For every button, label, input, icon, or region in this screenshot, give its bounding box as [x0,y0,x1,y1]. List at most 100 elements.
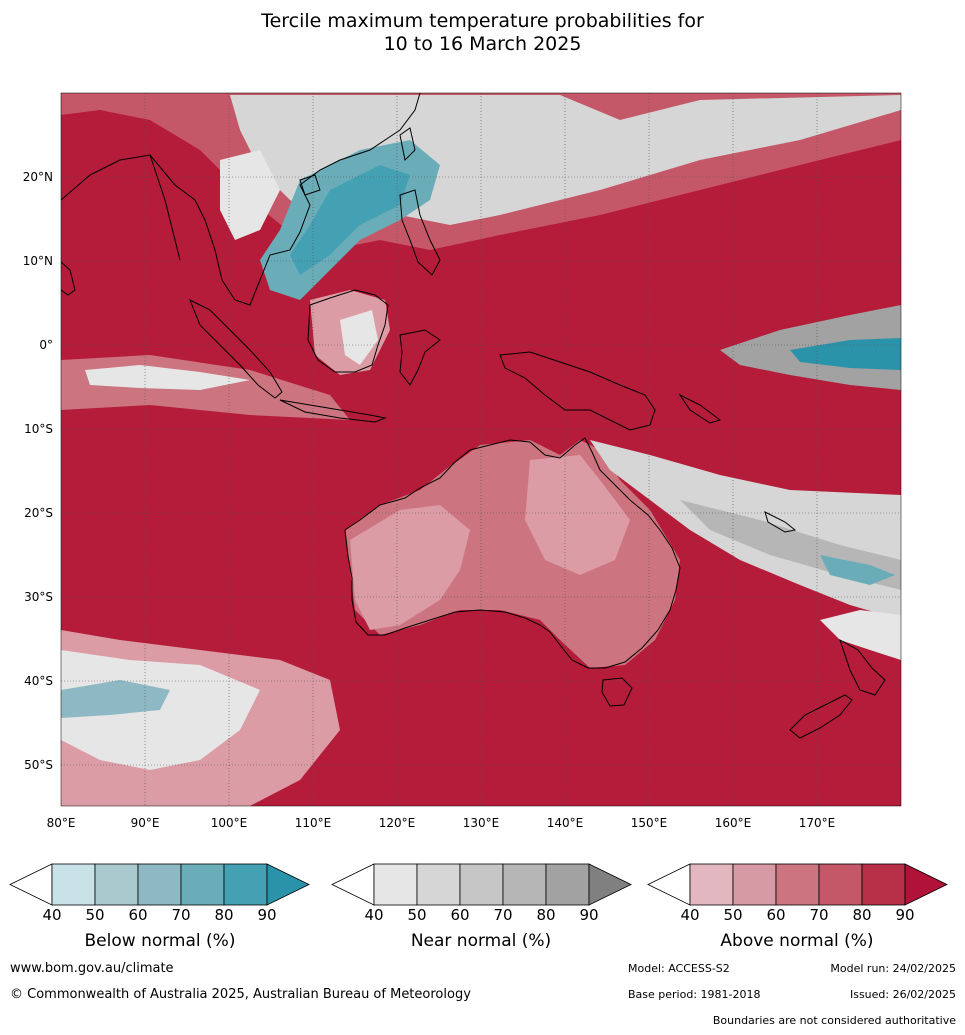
colorbar-low-extend [9,863,53,906]
coast-new-zealand-north [839,638,886,696]
near-normal-tasman [820,610,901,660]
lon-tick-label: 130°E [463,816,500,830]
near-normal-south-china-sea [220,150,280,240]
map-frame [60,92,902,807]
model-run-text: Model run: 24/02/2025 [830,962,956,975]
coast-new-guinea [499,351,656,431]
coast-sulawesi [399,329,441,386]
coast-sri-lanka [61,261,76,296]
colorbar-tick-label: 60 [450,906,470,924]
legend-label-above: Above normal (%) [720,931,874,951]
coast-sumatra [189,298,283,399]
legend-colorbars [9,863,948,906]
copyright-text: © Commonwealth of Australia 2025, Austra… [10,987,471,1002]
lon-tick-label: 90°E [131,816,160,830]
colorbar-high-extend [904,863,948,906]
coast-tasmania [601,677,633,707]
lon-tick-label: 160°E [715,816,752,830]
lat-tick-label: 40°S [24,674,53,688]
colorbar-segment [373,863,418,906]
colorbar-segment [818,863,863,906]
coast-taiwan [399,127,416,162]
forecast-map: 20°N 10°N 0° 10°S 20°S 30°S 40°S 50°S 80°E 90°E 1… [23,92,902,830]
colorbar-segment [416,863,461,906]
colorbar-tick-label: 50 [407,906,427,924]
below-normal-indochina-core [290,165,410,275]
lat-tick-label: 0° [39,338,53,352]
lon-tick-label: 150°E [631,816,668,830]
near-normal-indian-ocean [85,365,250,390]
colorbar-segment [459,863,504,906]
colorbar-high-extend [588,863,632,906]
colorbar-tick-label: 50 [85,906,105,924]
below-normal-cold-tongue [790,338,901,370]
colorbar-segment [861,863,906,906]
website-link[interactable]: www.bom.gov.au/climate [10,961,174,976]
colorbar-tick-label: 60 [128,906,148,924]
legend-label-below: Below normal (%) [84,931,236,951]
colorbar-segment [51,863,96,906]
coastlines [61,93,886,739]
model-text: Model: ACCESS-S2 [628,962,730,975]
coast-philippines [399,189,441,276]
coast-hainan [299,174,321,196]
colorbar-tick-label: 70 [809,906,829,924]
colorbar-tick-label: 40 [680,906,700,924]
colorbar-tick-label: 80 [214,906,234,924]
near-normal-borneo [340,310,378,365]
lon-tick-label: 110°E [295,816,332,830]
colorbar-tick-label: 50 [723,906,743,924]
title-line-1: Tercile maximum temperature probabilitie… [261,10,704,32]
colorbar-tick-label: 70 [171,906,191,924]
colorbar-segment [545,863,590,906]
map-field [61,93,901,806]
below-normal-pacific [820,555,895,585]
colorbar-tick-label: 90 [257,906,277,924]
colorbar-segment [502,863,547,906]
colorbar-tick-label: 80 [852,906,872,924]
chart-title: Tercile maximum temperature probabilitie… [0,10,965,56]
legend-label-near: Near normal (%) [410,931,552,951]
base-period-text: Base period: 1981-2018 [628,988,761,1001]
colorbar-low-extend [331,863,375,906]
lon-tick-label: 120°E [379,816,416,830]
colorbar-tick-label: 90 [895,906,915,924]
latitude-labels: 20°N 10°N 0° 10°S 20°S 30°S 40°S 50°S [23,170,53,772]
colorbar-tick-label: 80 [536,906,556,924]
colorbar-segment [180,863,225,906]
coast-india-east [149,154,181,261]
colorbar-low-extend [647,863,691,906]
coast-new-zealand-south [789,694,853,739]
lon-tick-label: 140°E [547,816,584,830]
issued-text: Issued: 26/02/2025 [849,988,956,1001]
colorbar-segment [137,863,182,906]
lon-tick-label: 80°E [47,816,76,830]
coast-new-caledonia [764,511,797,533]
colorbar-segment [732,863,777,906]
colorbar-segment [689,863,734,906]
coast-australia [344,437,681,669]
lat-tick-label: 10°N [23,254,53,268]
australia-light-east [525,455,630,575]
colorbar-tick-label: 60 [766,906,786,924]
colorbar-segment [223,863,268,906]
coast-java [279,399,387,423]
lat-tick-label: 30°S [24,590,53,604]
colorbar-tick-label: 70 [493,906,513,924]
coast-mainland-asia [61,93,421,306]
lat-tick-label: 20°N [23,170,53,184]
lon-tick-label: 100°E [211,816,248,830]
coast-borneo [307,289,389,373]
coast-solomons [678,393,722,424]
colorbar-tick-label: 40 [42,906,62,924]
lat-tick-label: 20°S [24,506,53,520]
below-normal-southern-ocean [61,680,170,718]
colorbar-high-extend [266,863,310,906]
lat-tick-label: 50°S [24,758,53,772]
colorbar-segment [775,863,820,906]
graticule [61,93,901,806]
colorbar-segment [94,863,139,906]
colorbar-tick-label: 90 [579,906,599,924]
colorbar-tick-label: 40 [364,906,384,924]
lon-tick-label: 170°E [799,816,836,830]
